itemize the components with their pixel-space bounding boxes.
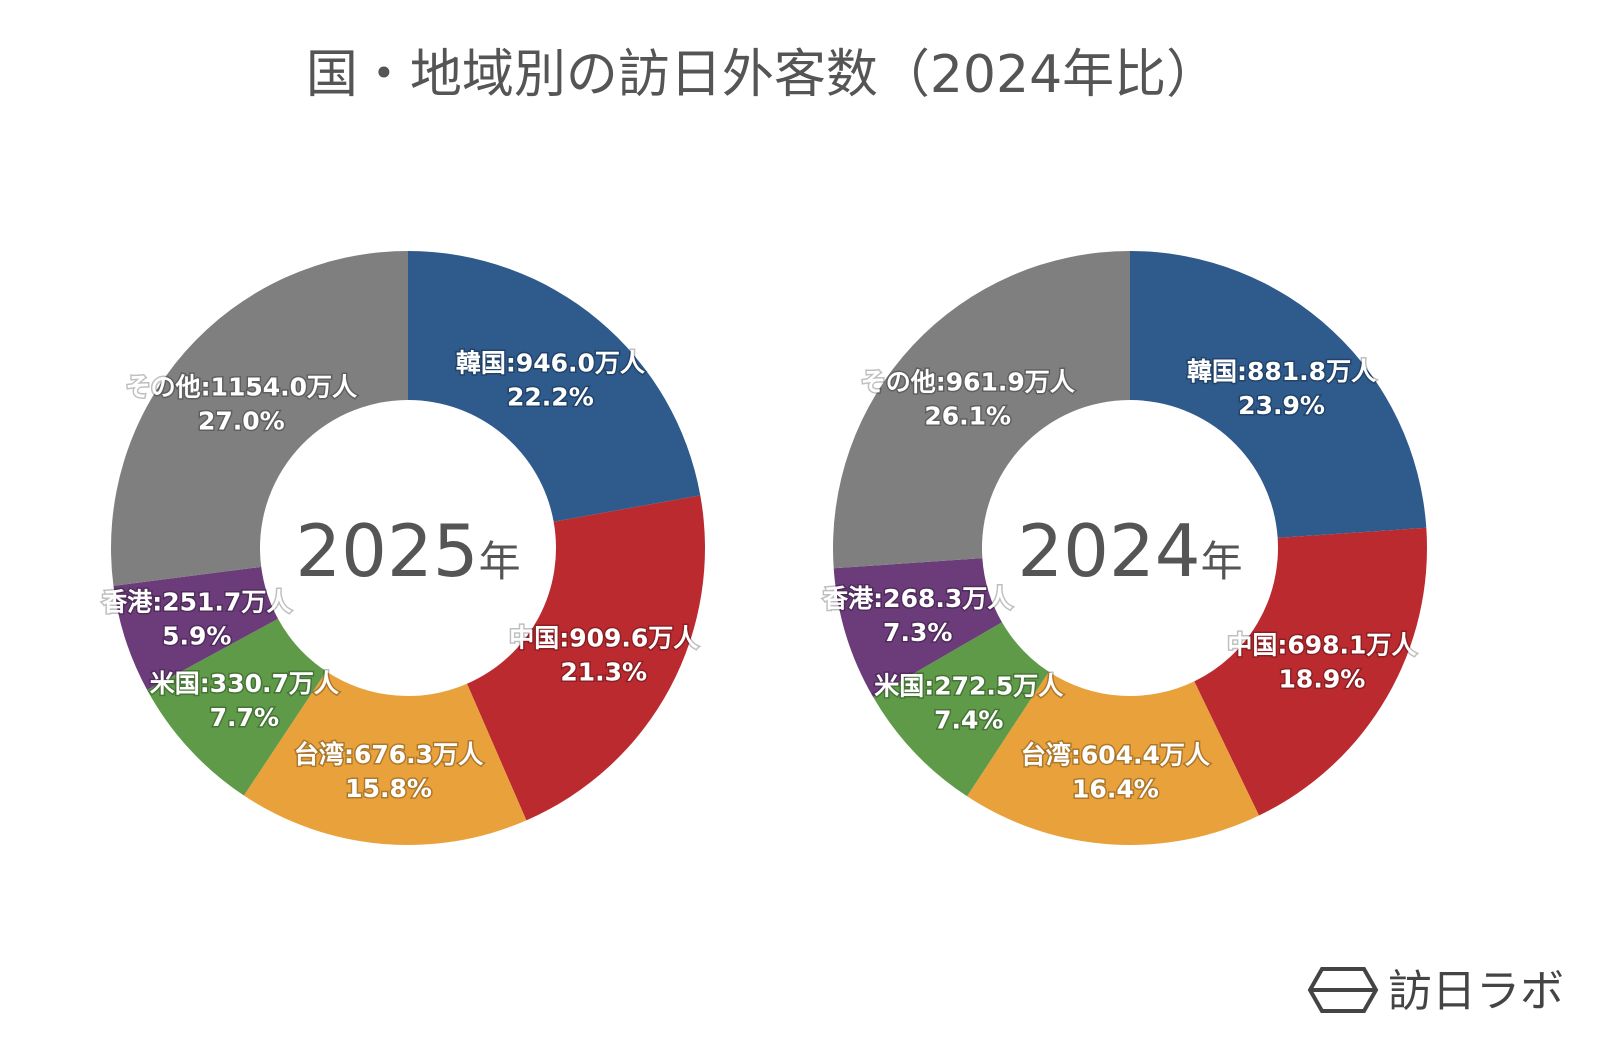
data-label-value: 台湾:604.4万人 — [1021, 741, 1210, 770]
donut-slice — [147, 618, 327, 796]
donut-chart: 韓国:946.0万人 22.2% 中国:909.6万人 21.3% 台湾:676.3万人… — [101, 251, 705, 845]
center-suffix: 年 — [479, 537, 521, 586]
data-label-value: その他:1154.0万人 — [126, 372, 357, 401]
brand-name: 訪日ラボ — [1388, 966, 1564, 1017]
donut-slice — [873, 622, 1049, 797]
data-label-share: 27.0% — [198, 406, 285, 435]
center-year: 2024 — [1017, 509, 1200, 593]
data-label: 台湾:604.4万人 16.4% — [1021, 741, 1210, 804]
data-label: 香港:268.3万人 7.3% — [823, 584, 1012, 647]
data-label-share: 7.3% — [883, 618, 952, 647]
data-label-value: その他:961.9万人 — [861, 367, 1075, 396]
data-label: 台湾:676.3万人 15.8% — [294, 740, 483, 803]
data-label: 韓国:946.0万人 22.2% — [456, 349, 645, 412]
data-label-share: 26.1% — [924, 401, 1011, 430]
data-label-share: 16.4% — [1072, 775, 1159, 804]
data-label-value: 米国:330.7万人 — [150, 669, 339, 698]
donut-slice — [967, 671, 1259, 845]
center-label: 2025年 — [295, 509, 520, 593]
data-label: 香港:251.7万人 5.9% — [102, 587, 291, 650]
donut-slice — [243, 671, 527, 845]
donut-slice — [466, 495, 705, 821]
data-label-share: 22.2% — [507, 383, 594, 412]
data-label-value: 香港:268.3万人 — [823, 584, 1012, 613]
data-label-share: 15.8% — [345, 774, 432, 803]
donut-slice — [1194, 527, 1427, 816]
data-label-value: 台湾:676.3万人 — [294, 740, 483, 769]
data-label: 米国:272.5万人 7.4% — [874, 672, 1063, 735]
donut-slice — [110, 251, 408, 586]
data-label-share: 23.9% — [1238, 391, 1325, 420]
data-label-value: 韓国:946.0万人 — [456, 349, 645, 378]
data-label: その他:1154.0万人 27.0% — [126, 372, 357, 435]
data-label: 中国:909.6万人 21.3% — [509, 624, 698, 687]
center-label: 2024年 — [1017, 509, 1242, 593]
data-label: 米国:330.7万人 7.7% — [150, 669, 339, 732]
brand-logo: 訪日ラボ — [1307, 966, 1564, 1017]
data-label-value: 香港:251.7万人 — [102, 587, 291, 616]
data-label-value: 中国:909.6万人 — [509, 624, 698, 653]
data-label: 韓国:881.8万人 23.9% — [1187, 357, 1376, 420]
donut-slice — [833, 251, 1130, 569]
donut-chart: 韓国:881.8万人 23.9% 中国:698.1万人 18.9% 台湾:604.4万人… — [822, 251, 1427, 845]
data-label: 中国:698.1万人 18.9% — [1227, 631, 1416, 694]
donut-slice — [113, 566, 279, 690]
data-label: その他:961.9万人 26.1% — [861, 367, 1075, 430]
center-suffix: 年 — [1201, 537, 1243, 586]
data-label-share: 18.9% — [1279, 665, 1366, 694]
data-label-value: 韓国:881.8万人 — [1187, 357, 1376, 386]
data-label-share: 7.4% — [934, 706, 1003, 735]
data-label-value: 米国:272.5万人 — [874, 672, 1063, 701]
donut-slice — [408, 251, 701, 522]
data-label-share: 7.7% — [210, 703, 279, 732]
data-label-share: 21.3% — [560, 658, 647, 687]
donut-slice — [1130, 251, 1427, 538]
chart-title: 国・地域別の訪日外客数（2024年比） — [306, 45, 1218, 105]
logo-icon — [1307, 967, 1379, 1013]
data-label-value: 中国:698.1万人 — [1227, 631, 1416, 660]
center-year: 2025 — [295, 509, 478, 593]
donut-slice — [833, 558, 1002, 698]
data-label-share: 5.9% — [162, 621, 231, 650]
